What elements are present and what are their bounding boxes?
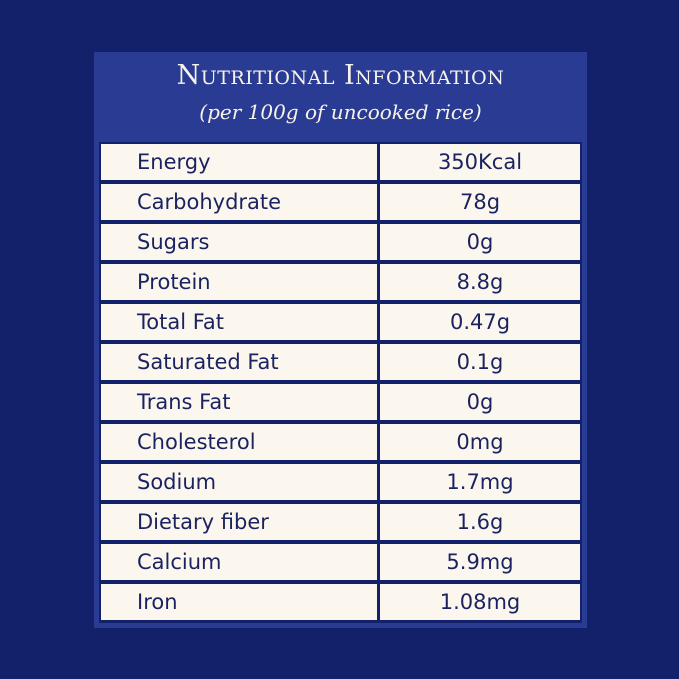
nutrient-name: Carbohydrate — [101, 184, 377, 220]
table-row: Dietary fiber 1.6g — [99, 502, 582, 542]
nutrient-value: 5.9mg — [380, 544, 580, 580]
table-row: Iron 1.08mg — [99, 582, 582, 622]
table-row: Saturated Fat 0.1g — [99, 342, 582, 382]
nutrient-name: Total Fat — [101, 304, 377, 340]
nutrient-value: 1.7mg — [380, 464, 580, 500]
nutrient-name: Trans Fat — [101, 384, 377, 420]
nutrient-value: 1.6g — [380, 504, 580, 540]
nutrient-value: 78g — [380, 184, 580, 220]
nutrition-panel: Nutritional Information (per 100g of unc… — [94, 52, 587, 628]
table-row: Carbohydrate 78g — [99, 182, 582, 222]
nutrient-value: 1.08mg — [380, 584, 580, 620]
table-row: Total Fat 0.47g — [99, 302, 582, 342]
table-row: Energy 350Kcal — [99, 142, 582, 182]
nutrient-value: 0g — [380, 224, 580, 260]
nutrient-name: Protein — [101, 264, 377, 300]
nutrition-title: Nutritional Information — [176, 60, 505, 91]
nutrient-value: 0.1g — [380, 344, 580, 380]
nutrient-name: Calcium — [101, 544, 377, 580]
nutrient-value: 0g — [380, 384, 580, 420]
nutrient-name: Sodium — [101, 464, 377, 500]
table-row: Sodium 1.7mg — [99, 462, 582, 502]
nutrient-name: Energy — [101, 144, 377, 180]
table-row: Protein 8.8g — [99, 262, 582, 302]
nutrition-subtitle: (per 100g of uncooked rice) — [199, 100, 482, 124]
nutrient-name: Dietary fiber — [101, 504, 377, 540]
nutrient-name: Cholesterol — [101, 424, 377, 460]
nutrient-name: Iron — [101, 584, 377, 620]
nutrition-table: Energy 350Kcal Carbohydrate 78g Sugars 0… — [99, 142, 582, 623]
table-row: Trans Fat 0g — [99, 382, 582, 422]
nutrient-value: 0mg — [380, 424, 580, 460]
nutrient-name: Sugars — [101, 224, 377, 260]
nutrient-value: 0.47g — [380, 304, 580, 340]
nutrient-value: 8.8g — [380, 264, 580, 300]
nutrient-value: 350Kcal — [380, 144, 580, 180]
table-row: Sugars 0g — [99, 222, 582, 262]
table-row: Calcium 5.9mg — [99, 542, 582, 582]
table-row: Cholesterol 0mg — [99, 422, 582, 462]
nutrient-name: Saturated Fat — [101, 344, 377, 380]
